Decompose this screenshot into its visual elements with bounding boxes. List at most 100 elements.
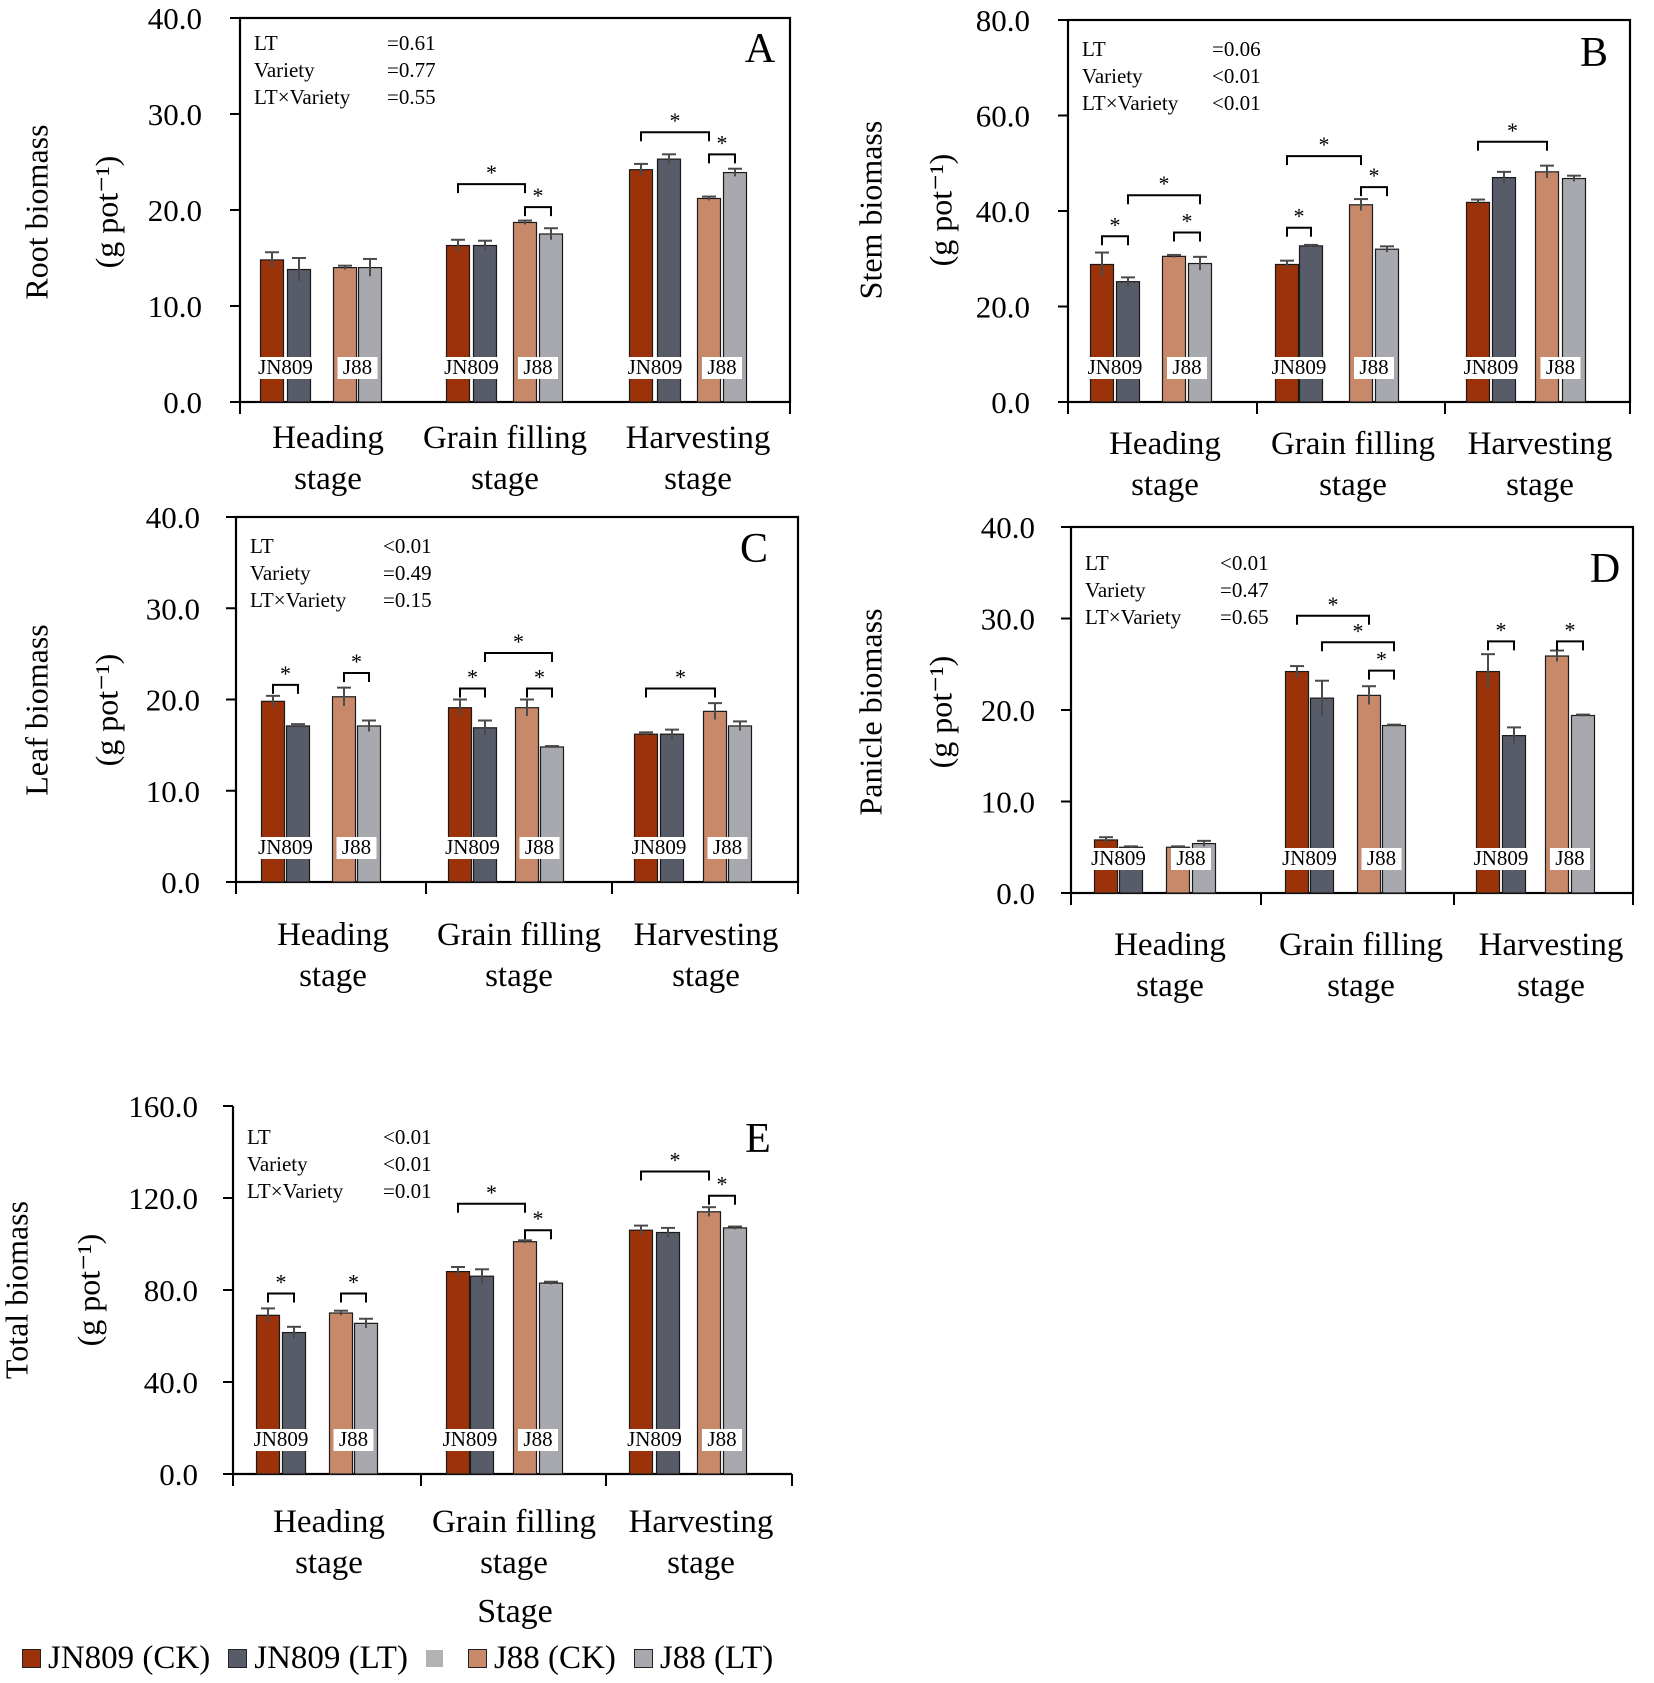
significance-star: *: [276, 1269, 287, 1294]
significance-bracket: [524, 1229, 552, 1240]
y-axis-unit: (g pot⁻¹): [922, 154, 958, 267]
group-label: JN809: [258, 835, 313, 859]
significance-bracket: [1368, 669, 1395, 680]
y-tick-label: 0.0: [161, 865, 200, 900]
significance-star: *: [1376, 647, 1387, 672]
group-label: J88: [1176, 846, 1205, 870]
category-label-line2: stage: [295, 1545, 363, 1581]
stat-label: LT×Variety: [250, 588, 347, 612]
group-label-bg: [1469, 848, 1533, 870]
category-label-line2: stage: [667, 1545, 735, 1581]
group-label-bg: [333, 1429, 374, 1451]
significance-star: *: [1565, 617, 1576, 642]
bar-j88-lt-1: [1374, 248, 1400, 403]
significance-bracket: [1321, 641, 1395, 652]
group-label: JN809: [1464, 355, 1519, 379]
panel-letter: D: [1590, 546, 1620, 592]
legend-item: J88 (LT): [633, 1639, 774, 1677]
stat-value: =0.49: [383, 561, 432, 585]
panel-letter: E: [745, 1116, 771, 1162]
group-label-bg: [253, 357, 318, 379]
group-label-bg: [623, 357, 687, 379]
group-label: JN809: [632, 835, 687, 859]
significance-bracket: [343, 672, 370, 683]
significance-star: *: [1353, 618, 1364, 643]
stat-label: LT: [247, 1125, 271, 1149]
stat-label: LT×Variety: [247, 1179, 344, 1203]
significance-bracket: [272, 683, 299, 694]
significance-bracket: [1286, 155, 1362, 166]
group-label: J88: [707, 355, 736, 379]
significance-bracket: [457, 1202, 526, 1213]
significance-bracket: [459, 687, 486, 698]
significance-bracket: [640, 1170, 710, 1181]
significance-star: *: [351, 649, 362, 674]
legend-label: JN809 (LT): [254, 1639, 408, 1676]
category-label: Harvesting: [626, 420, 771, 456]
group-label: JN809: [444, 355, 499, 379]
panel-letter: B: [1580, 30, 1608, 76]
significance-star: *: [1496, 617, 1507, 642]
category-label: Grain filling: [1279, 927, 1443, 963]
category-label-line2: stage: [672, 958, 740, 994]
significance-star: *: [1294, 204, 1305, 229]
y-tick-label: 40.0: [144, 1365, 198, 1400]
y-tick-label: 0.0: [996, 876, 1035, 911]
group-label-bg: [439, 357, 504, 379]
group-label: JN809: [1272, 355, 1327, 379]
significance-star: *: [533, 183, 544, 208]
y-tick-label: 40.0: [976, 194, 1030, 229]
significance-star: *: [1328, 592, 1339, 617]
y-axis-label: Total biomass: [0, 1201, 34, 1379]
category-label: Heading: [272, 420, 384, 456]
y-tick-label: 10.0: [148, 289, 202, 324]
stat-label: Variety: [1082, 64, 1143, 88]
category-label: Heading: [1109, 426, 1221, 462]
stat-value: <0.01: [383, 1152, 432, 1176]
category-label-line2: stage: [480, 1545, 548, 1581]
group-label-bg: [1540, 357, 1581, 379]
group-label: JN809: [1474, 846, 1529, 870]
stat-label: LT: [1085, 551, 1109, 575]
category-label: Harvesting: [634, 917, 779, 953]
significance-bracket: [645, 687, 716, 698]
y-axis-label: Stem biomass: [852, 121, 888, 300]
category-label: Heading: [277, 917, 389, 953]
group-label-bg: [622, 1429, 687, 1451]
stat-label: LT×Variety: [254, 85, 351, 109]
stat-label: LT×Variety: [1082, 91, 1179, 115]
significance-bracket: [1477, 140, 1548, 151]
significance-star: *: [486, 1180, 497, 1205]
group-label-bg: [702, 357, 742, 379]
group-label-bg: [1167, 357, 1207, 379]
significance-star: *: [467, 665, 478, 690]
category-label-line2: stage: [664, 461, 732, 497]
group-label: J88: [523, 1427, 552, 1451]
group-label: J88: [707, 1427, 736, 1451]
stat-value: =0.01: [383, 1179, 432, 1203]
legend-swatch: [467, 1648, 487, 1668]
group-label-bg: [438, 1429, 502, 1451]
significance-star: *: [280, 661, 291, 686]
bar-j88-lt-0: [1187, 262, 1213, 403]
significance-star: *: [534, 665, 545, 690]
legend-label: J88 (LT): [659, 1639, 774, 1676]
significance-bracket: [1296, 614, 1370, 625]
stat-label: LT: [250, 534, 274, 558]
bar-jn809-lt-0: [1115, 281, 1141, 403]
significance-bracket: [1556, 640, 1584, 651]
category-label: Grain filling: [1271, 426, 1435, 462]
category-label: Grain filling: [423, 420, 587, 456]
group-label-bg: [1354, 357, 1394, 379]
legend-item: JN809 (LT): [228, 1640, 408, 1677]
group-label: JN809: [445, 835, 500, 859]
significance-star: *: [1319, 132, 1330, 157]
group-label-bg: [707, 837, 748, 859]
legend-item: J88 (CK): [467, 1640, 616, 1677]
significance-star: *: [670, 108, 681, 133]
significance-star: *: [513, 629, 524, 654]
y-tick-label: 20.0: [976, 290, 1030, 325]
y-tick-label: 160.0: [128, 1089, 198, 1124]
y-axis-label: Panicle biomass: [852, 608, 888, 815]
